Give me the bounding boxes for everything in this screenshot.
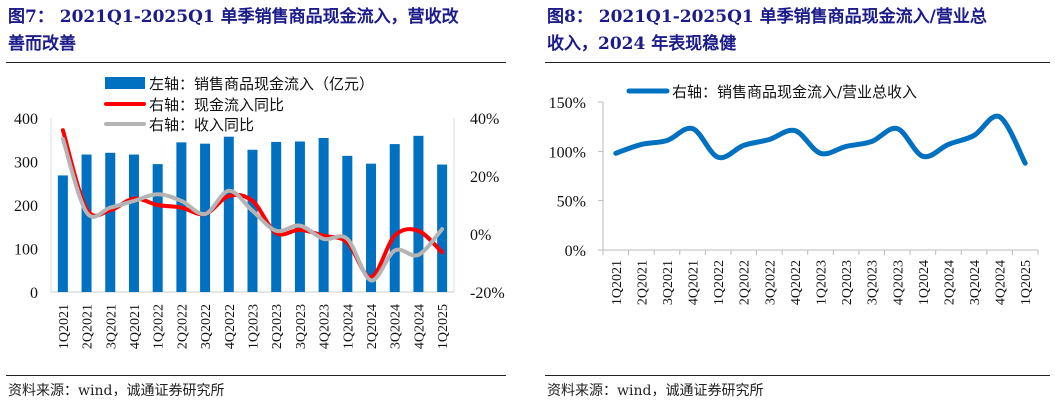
left-chart-title-line1: 图7： 2021Q1-2025Q1 单季销售商品现金流入，营收改: [8, 7, 459, 27]
bar-cash-inflow: [128, 154, 139, 292]
left-x-tick-label: 3Q2021: [104, 304, 119, 349]
bar-cash-inflow: [366, 163, 377, 292]
legend-label: 左轴：销售商品现金流入（亿元）: [149, 75, 374, 93]
left-x-tick-label: 3Q2024: [389, 304, 404, 349]
left-x-tick-label: 3Q2023: [294, 304, 309, 349]
bar-cash-inflow: [152, 164, 163, 292]
right-x-tick-label: 1Q2023: [815, 260, 830, 305]
legend-label: 右轴：收入同比: [149, 116, 254, 134]
legend-label: 右轴：销售商品现金流入/营业总收入: [672, 83, 917, 101]
left-x-tick-label: 2Q2022: [175, 304, 190, 349]
right-x-tick-label: 4Q2021: [687, 260, 702, 305]
bar-cash-inflow: [105, 152, 116, 292]
right-source-note: 资料来源：wind，诚通证券研究所: [547, 383, 764, 399]
bar-cash-inflow: [413, 135, 424, 292]
left-x-tick-label: 1Q2021: [57, 304, 72, 349]
bar-cash-inflow: [342, 155, 353, 292]
left-x-tick-label: 4Q2023: [318, 304, 333, 349]
left-chart-title-line2: 善而改善: [8, 34, 76, 54]
left-x-tick-label: 4Q2021: [128, 304, 143, 349]
right-y-tick-label: 40%: [470, 111, 499, 128]
right-source-divider: [545, 375, 1050, 376]
left-y-tick-label: 100: [14, 242, 38, 259]
left-x-tick-label: 1Q2022: [152, 304, 167, 349]
legend-swatch-bar: [105, 77, 145, 89]
left-y-tick-label: 0: [30, 285, 38, 302]
right-x-tick-label: 1Q2021: [610, 260, 625, 305]
right-x-tick-label: 3Q2022: [763, 260, 778, 305]
bar-cash-inflow: [223, 136, 234, 292]
right-x-tick-label: 4Q2022: [789, 260, 804, 305]
bar-cash-inflow: [318, 138, 329, 292]
right-x-tick-label: 2Q2023: [840, 260, 855, 305]
left-x-tick-label: 2Q2023: [270, 304, 285, 349]
right-x-tick-label: 4Q2023: [891, 260, 906, 305]
right-y-tick-label: 0%: [470, 227, 491, 244]
right-x-tick-label: 1Q2024: [917, 260, 932, 305]
left-title-divider: [6, 62, 506, 63]
right-x-tick-label: 4Q2024: [994, 260, 1009, 305]
right-chart-title-line1: 图8： 2021Q1-2025Q1 单季销售商品现金流入/营业总: [547, 7, 987, 27]
right-title-divider: [545, 62, 1050, 63]
bar-cash-inflow: [294, 141, 305, 292]
left-x-tick-label: 4Q2022: [223, 304, 238, 349]
bar-cash-inflow: [247, 149, 258, 292]
left-x-tick-label: 1Q2025: [436, 304, 451, 349]
left-x-tick-label: 2Q2021: [81, 304, 96, 349]
left-x-tick-label: 2Q2024: [365, 304, 380, 349]
y-tick-label: 50%: [557, 194, 586, 211]
bar-cash-inflow: [57, 175, 68, 292]
left-x-tick-label: 3Q2022: [199, 304, 214, 349]
right-x-tick-label: 3Q2023: [866, 260, 881, 305]
right-chart-title-line2: 收入，2024 年表现稳健: [547, 34, 737, 54]
right-x-tick-label: 3Q2024: [968, 260, 983, 305]
left-y-tick-label: 200: [14, 198, 38, 215]
right-x-tick-label: 2Q2022: [738, 260, 753, 305]
bar-cash-inflow: [200, 143, 211, 292]
bar-cash-inflow: [389, 144, 400, 292]
bar-cash-inflow: [271, 141, 282, 292]
left-chart: 0 100 200 300 400 -20% 0% 20% 40% 1Q2021 2Q2021 3Q2…: [14, 75, 505, 349]
right-x-tick-label: 2Q2021: [635, 260, 650, 305]
right-y-tick-label: -20%: [470, 285, 505, 302]
line-revenue-yoy: [60, 136, 445, 283]
left-y-tick-label: 400: [14, 111, 38, 128]
right-x-tick-label: 1Q2022: [712, 260, 727, 305]
legend-label: 右轴：现金流入同比: [149, 96, 284, 114]
right-x-tick-label: 2Q2024: [942, 260, 957, 305]
line-cash-to-revenue-ratio: [613, 113, 1028, 166]
y-tick-label: 150%: [549, 95, 586, 112]
left-source-divider: [6, 375, 506, 376]
bar-cash-inflow: [81, 154, 92, 292]
left-source-note: 资料来源：wind，诚通证券研究所: [8, 383, 225, 399]
y-tick-label: 100%: [549, 144, 586, 161]
left-x-tick-label: 1Q2024: [341, 304, 356, 349]
left-y-tick-label: 300: [14, 155, 38, 172]
y-tick-label: 0%: [565, 243, 586, 260]
right-x-tick-label: 1Q2025: [1019, 260, 1034, 305]
left-x-tick-label: 1Q2023: [247, 304, 262, 349]
right-y-tick-label: 20%: [470, 169, 499, 186]
bar-cash-inflow: [176, 142, 187, 292]
left-x-tick-label: 4Q2024: [412, 304, 427, 349]
right-x-tick-label: 3Q2021: [661, 260, 676, 305]
